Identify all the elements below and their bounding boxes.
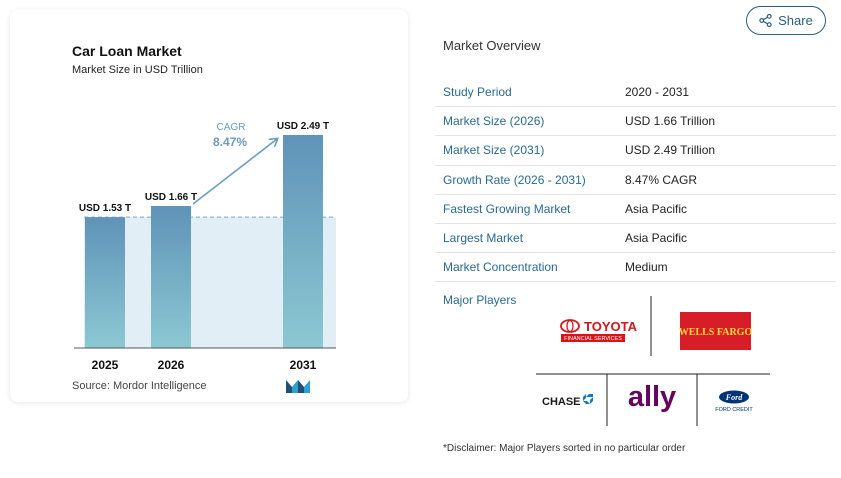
cagr-arrow bbox=[192, 139, 277, 205]
x-tick-label: 2031 bbox=[290, 358, 317, 372]
share-button[interactable]: Share bbox=[746, 6, 826, 35]
data-label: USD 2.49 T bbox=[277, 121, 329, 132]
mordor-logo-icon bbox=[286, 380, 310, 393]
overview-value: USD 2.49 Trillion bbox=[625, 143, 716, 158]
overview-row-concentration: Market Concentration Medium bbox=[435, 253, 836, 283]
overview-label: Study Period bbox=[443, 85, 512, 100]
overview-row-fastest-growing: Fastest Growing Market Asia Pacific bbox=[435, 195, 836, 224]
overview-value: Asia Pacific bbox=[625, 231, 688, 246]
source-note: Source: Mordor Intelligence bbox=[72, 380, 207, 392]
ford-credit-subline: FORD CREDIT bbox=[715, 407, 753, 413]
ally-logo: ally bbox=[628, 381, 676, 413]
toyota-wordmark: TOYOTA bbox=[584, 319, 638, 334]
share-icon bbox=[759, 14, 772, 27]
toyota-logo: TOYOTA FINANCIAL SERVICES bbox=[560, 319, 638, 342]
overview-row-largest-market: Largest Market Asia Pacific bbox=[435, 224, 836, 254]
cagr-label: CAGR bbox=[217, 122, 246, 133]
data-label: USD 1.53 T bbox=[79, 203, 131, 214]
overview-row-growth-rate: Growth Rate (2026 - 2031) 8.47% CAGR bbox=[435, 166, 836, 195]
overview-label: Market Size (2031) bbox=[443, 143, 545, 158]
chase-octagon-icon bbox=[583, 394, 593, 404]
overview-label: Growth Rate (2026 - 2031) bbox=[443, 172, 586, 187]
overview-label: Largest Market bbox=[443, 231, 524, 246]
wells-fargo-logo: WELLS FARGO bbox=[679, 312, 753, 350]
ford-credit-logo: Ford FORD CREDIT bbox=[715, 390, 753, 413]
chase-logo: CHASE bbox=[542, 394, 593, 408]
overview-label: Fastest Growing Market bbox=[443, 201, 571, 216]
bar-2025 bbox=[85, 217, 125, 348]
overview-label: Market Size (2026) bbox=[443, 114, 545, 129]
overview-row-market-size-2031: Market Size (2031) USD 2.49 Trillion bbox=[435, 136, 836, 166]
share-label: Share bbox=[778, 13, 813, 28]
chart-card: Car Loan Market Market Size in USD Trill… bbox=[10, 10, 408, 402]
cagr-value: 8.47% bbox=[213, 135, 247, 149]
chart-title: Car Loan Market bbox=[72, 43, 182, 59]
ford-oval-icon bbox=[719, 390, 749, 404]
toyota-subline: FINANCIAL SERVICES bbox=[564, 336, 622, 342]
overview-table: Study Period 2020 - 2031 Market Size (20… bbox=[435, 78, 836, 283]
overview-row-study-period: Study Period 2020 - 2031 bbox=[435, 78, 836, 108]
bar-chart: USD 1.53 T 2025 USD 1.66 T 2026 USD 2.49 T 20… bbox=[74, 121, 336, 372]
x-tick-label: 2025 bbox=[92, 358, 119, 372]
ford-wordmark: Ford bbox=[725, 393, 743, 402]
toyota-emblem-icon bbox=[560, 319, 580, 333]
overview-value: 8.47% CAGR bbox=[625, 172, 698, 187]
overview-value: Asia Pacific bbox=[625, 201, 688, 216]
overview-title: Market Overview bbox=[443, 38, 541, 53]
chase-wordmark: CHASE bbox=[542, 396, 581, 408]
chart-subtitle: Market Size in USD Trillion bbox=[72, 64, 203, 76]
major-players-label: Major Players bbox=[443, 293, 517, 307]
overview-row-market-size-2026: Market Size (2026) USD 1.66 Trillion bbox=[435, 107, 836, 137]
bar-2026 bbox=[151, 206, 191, 348]
overview-value: USD 1.66 Trillion bbox=[625, 114, 716, 129]
overview-label: Market Concentration bbox=[443, 260, 558, 275]
data-label: USD 1.66 T bbox=[145, 192, 197, 203]
x-tick-label: 2026 bbox=[158, 358, 185, 372]
overview-value: Medium bbox=[625, 260, 668, 275]
bar-2031 bbox=[283, 135, 323, 348]
overview-value: 2020 - 2031 bbox=[625, 85, 690, 100]
disclaimer: *Disclaimer: Major Players sorted in no … bbox=[443, 443, 686, 454]
wells-fargo-wordmark: WELLS FARGO bbox=[679, 327, 753, 338]
